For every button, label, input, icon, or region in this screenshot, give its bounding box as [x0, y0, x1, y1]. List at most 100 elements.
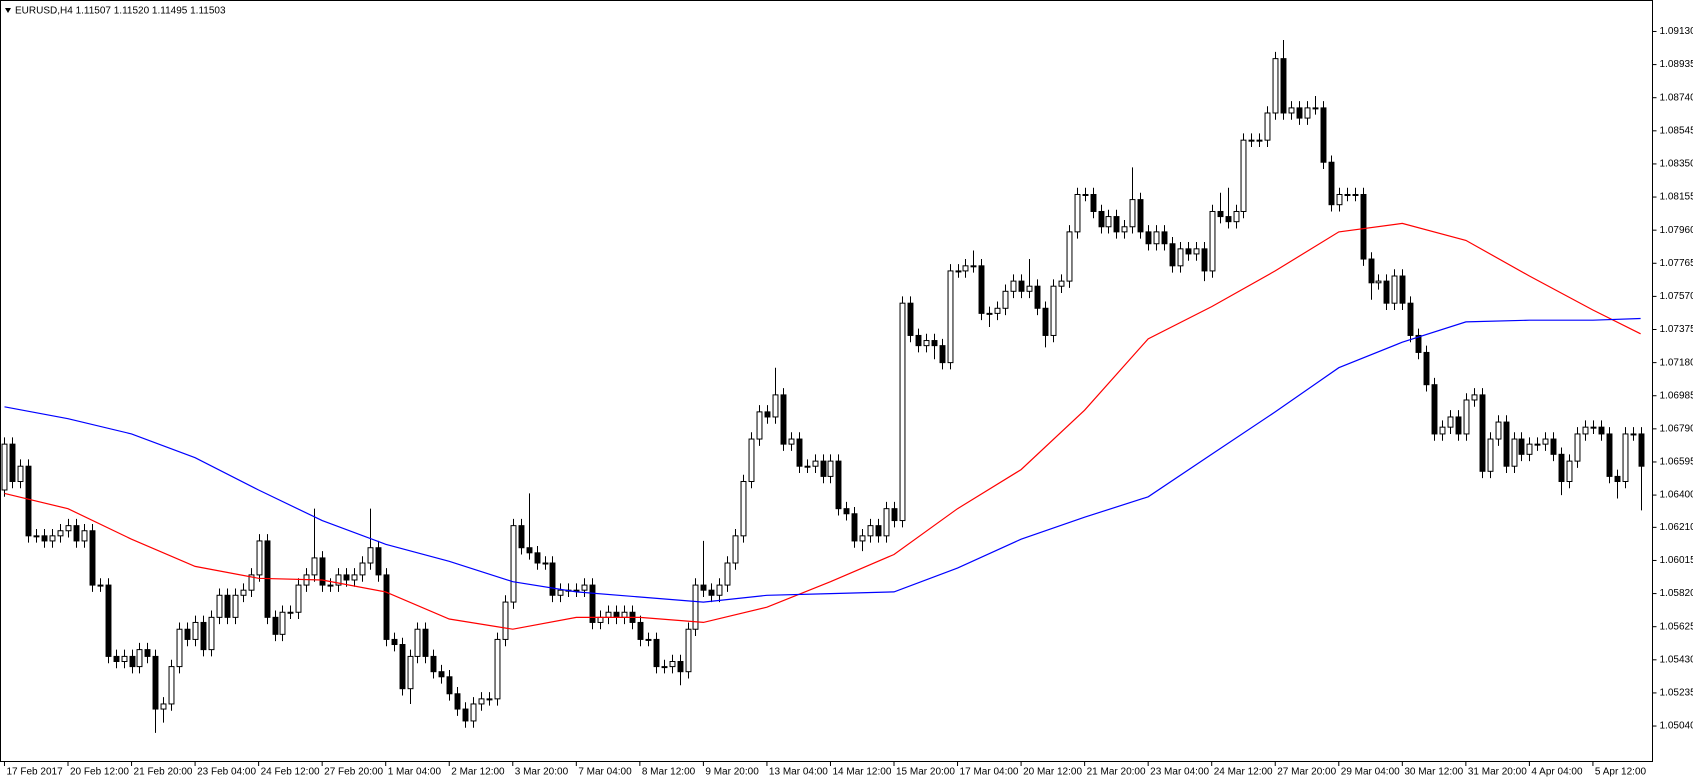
candle-body — [311, 557, 318, 576]
candle-body — [883, 508, 890, 537]
candle-body — [1193, 248, 1200, 255]
candle-body — [875, 525, 882, 537]
candle-body — [1002, 290, 1009, 309]
candle-body — [1248, 139, 1255, 142]
candle-body — [867, 525, 874, 537]
candle-body — [152, 655, 159, 710]
candle-body — [1415, 334, 1422, 353]
candle-body — [1447, 416, 1454, 428]
candle-body — [708, 589, 715, 596]
candle-body — [939, 345, 946, 364]
candle-body — [232, 594, 239, 618]
candle-body — [1391, 275, 1398, 304]
candle-body — [573, 589, 580, 592]
candle-body — [113, 655, 120, 663]
y-tick-label: 1.07375 — [1660, 324, 1693, 335]
y-tick-label: 1.08350 — [1660, 159, 1693, 170]
candle-body — [1177, 248, 1184, 267]
candle-body — [589, 584, 596, 623]
y-tick-label: 1.06595 — [1660, 457, 1693, 468]
candle-body — [1312, 107, 1319, 110]
moving-average-line — [4, 222, 1641, 630]
candle-body — [1209, 210, 1216, 272]
candle-body — [1495, 421, 1502, 440]
candle-body — [955, 270, 962, 273]
y-tick-label: 1.07180 — [1660, 357, 1693, 368]
candle-body — [279, 611, 286, 635]
y-tick-label: 1.07960 — [1660, 225, 1693, 236]
x-tick-label: 24 Feb 12:00 — [261, 767, 320, 778]
candle-body — [49, 535, 56, 542]
candle-body — [740, 480, 747, 537]
candle-body — [931, 340, 938, 347]
chart-title: EURUSD,H4 1.11507 1.11520 1.11495 1.1150… — [15, 6, 226, 17]
candle-body — [478, 698, 485, 705]
candle-body — [764, 411, 771, 418]
candle-body — [1336, 194, 1343, 206]
candle-body — [557, 589, 564, 596]
candle-body — [1042, 307, 1049, 336]
candle-body — [613, 611, 620, 618]
candle-body — [17, 465, 24, 482]
candle-body — [502, 601, 509, 640]
candle-body — [899, 302, 906, 522]
candle-body — [1534, 443, 1541, 446]
x-tick-label: 24 Mar 12:00 — [1214, 767, 1273, 778]
candle-body — [144, 649, 151, 657]
candle-body — [891, 508, 898, 522]
candle-body — [33, 535, 40, 538]
candle-body — [1161, 231, 1168, 245]
candle-body — [200, 621, 207, 651]
y-tick-label: 1.06985 — [1660, 390, 1693, 401]
candle-body — [1455, 416, 1462, 435]
y-tick-label: 1.06790 — [1660, 423, 1693, 434]
candle-body — [804, 465, 811, 468]
candle-body — [248, 574, 255, 591]
candle-body — [208, 616, 215, 651]
candle-body — [224, 594, 231, 618]
candle-body — [843, 508, 850, 515]
candle-body — [383, 574, 390, 640]
candle-body — [1105, 216, 1112, 228]
candle-body — [1622, 433, 1629, 482]
candle-body — [327, 584, 334, 587]
candle-body — [25, 465, 32, 537]
candle-body — [1352, 194, 1359, 196]
candle-body — [1034, 285, 1041, 309]
candle-body — [1113, 216, 1120, 233]
candle-body — [1598, 426, 1605, 435]
candle-body — [986, 312, 993, 315]
candle-body — [1018, 280, 1025, 292]
candle-body — [295, 584, 302, 613]
x-tick-label: 21 Mar 20:00 — [1087, 767, 1146, 778]
x-tick-label: 27 Feb 20:00 — [324, 767, 383, 778]
candle-body — [1487, 438, 1494, 472]
candle-body — [1360, 194, 1367, 260]
y-tick-label: 1.07570 — [1660, 291, 1693, 302]
moving-average-line — [4, 317, 1641, 603]
y-tick-label: 1.05430 — [1660, 654, 1693, 665]
candle-body — [129, 655, 136, 668]
candle-body — [1606, 433, 1613, 477]
y-tick-label: 1.05820 — [1660, 588, 1693, 599]
candle-body — [1098, 210, 1105, 228]
candle-body — [81, 530, 88, 542]
x-tick-label: 4 Apr 04:00 — [1531, 767, 1583, 778]
candle-body — [581, 584, 588, 591]
candle-body — [216, 594, 223, 618]
candle-body — [1526, 443, 1533, 455]
candle-body — [732, 535, 739, 564]
candle-body — [820, 460, 827, 477]
candle-body — [41, 535, 48, 542]
candle-body — [287, 611, 294, 614]
candle-body — [136, 649, 143, 668]
candle-body — [176, 628, 183, 668]
candle-body — [422, 628, 429, 657]
candle-body — [994, 307, 1001, 314]
y-tick-label: 1.06015 — [1660, 555, 1693, 566]
x-tick-label: 15 Mar 20:00 — [896, 767, 955, 778]
candle-body — [748, 438, 755, 482]
candle-body — [121, 655, 128, 663]
candle-body — [692, 584, 699, 630]
x-tick-label: 14 Mar 12:00 — [832, 767, 891, 778]
